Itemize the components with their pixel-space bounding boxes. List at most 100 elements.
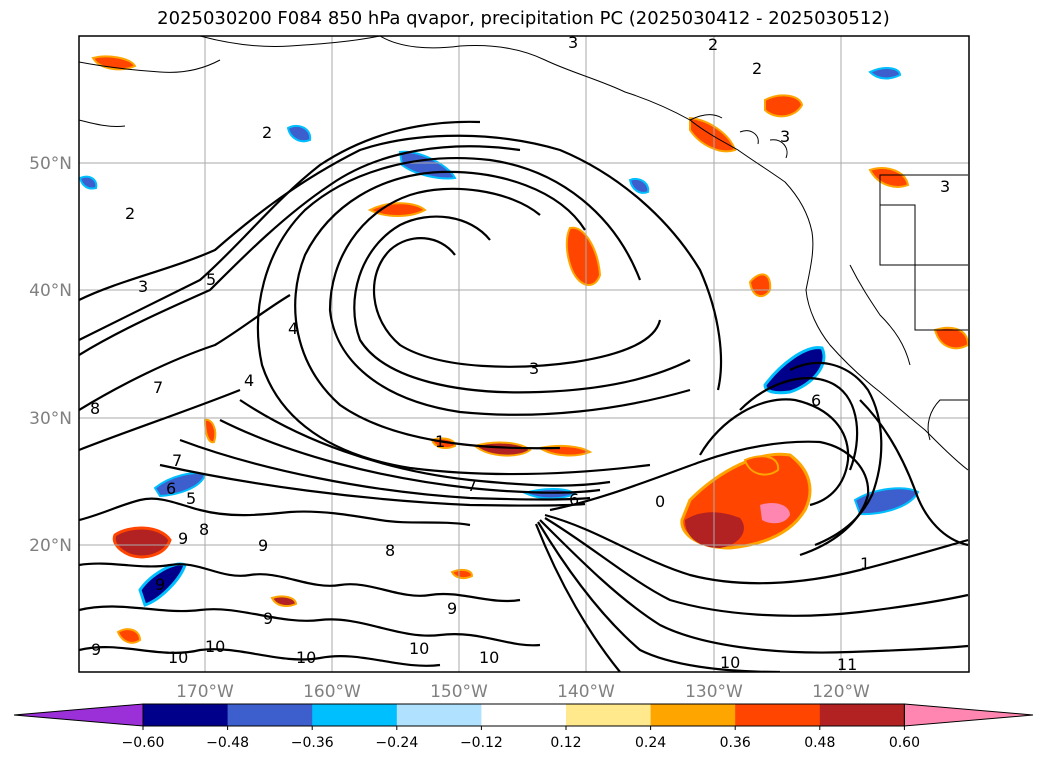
- colorbar-tick-label: −0.48: [206, 735, 249, 751]
- colorbar-extend-min: [13, 703, 144, 727]
- gridlines: [79, 36, 969, 672]
- colorbar-tick-label: −0.60: [122, 735, 165, 751]
- lat-label: 50°N: [29, 154, 72, 174]
- precip-negative-area: [398, 150, 457, 180]
- contour-label: 10: [479, 648, 499, 667]
- contour-label: 10: [296, 648, 316, 667]
- contour-label: 5: [186, 489, 196, 508]
- contour-label: 6: [811, 391, 821, 410]
- precip-positive-area: [270, 595, 298, 607]
- contour-label: 2: [752, 59, 762, 78]
- colorbar-segment: [481, 704, 567, 726]
- contour-label: 1: [860, 554, 870, 573]
- precip-positive-area: [367, 202, 427, 217]
- coastlines: [79, 36, 969, 471]
- precip-negative-area: [868, 67, 902, 80]
- contour-label: 9: [447, 599, 457, 618]
- lon-label: 130°W: [685, 682, 743, 702]
- contour-label: 3: [780, 127, 790, 146]
- moisture-contours: [79, 120, 969, 672]
- contour-label: 5: [206, 270, 216, 289]
- precip-positive-area: [689, 116, 737, 153]
- map-frame: [78, 35, 970, 673]
- precip-positive-area: [203, 418, 217, 444]
- precip-negative-area: [628, 178, 650, 194]
- precip-positive-area: [565, 226, 602, 286]
- contour-label: 6: [569, 490, 579, 509]
- contour-label: 3: [940, 177, 950, 196]
- colorbar-segment: [650, 704, 736, 726]
- precip-negative-area: [853, 487, 920, 516]
- colorbar-segment: [312, 704, 398, 726]
- lon-label: 140°W: [557, 682, 615, 702]
- contour-label: 4: [288, 319, 298, 338]
- lon-label: 170°W: [176, 682, 234, 702]
- colorbar-tick-label: 0.48: [804, 735, 835, 751]
- precip-positive-area: [933, 326, 969, 350]
- latitude-labels: 50°N 40°N 30°N 20°N: [29, 154, 72, 556]
- contour-label: 8: [199, 520, 209, 539]
- contour-label: 8: [385, 541, 395, 560]
- contour-label: 0: [655, 492, 665, 511]
- colorbar-tick-label: 0.36: [720, 735, 751, 751]
- colorbar-tick-label: −0.12: [460, 735, 503, 751]
- precip-negative-area: [153, 472, 207, 498]
- contour-label: 2: [125, 204, 135, 223]
- colorbar-outline: [142, 703, 905, 727]
- longitude-labels: 170°W 160°W 150°W 140°W 130°W 120°W: [176, 682, 870, 702]
- colorbar-tick-label: −0.24: [375, 735, 418, 751]
- colorbar-segment: [143, 704, 229, 726]
- contour-labels: 3 2 2 3 2 3 2 3 5 4 4 7 8 3 1 7 6 5 8 9 …: [90, 33, 950, 674]
- contour-label: 4: [244, 371, 254, 390]
- colorbar-segment: [227, 704, 313, 726]
- precip-positive-area: [116, 628, 142, 644]
- precip-negative-area: [79, 175, 98, 190]
- precip-negative-area: [763, 346, 826, 395]
- colorbar-tick-label: 0.24: [635, 735, 666, 751]
- precip-max-area: [760, 503, 790, 524]
- contour-label: 10: [409, 639, 429, 658]
- contour-label: 2: [262, 123, 272, 142]
- colorbar-tick-label: 0.12: [550, 735, 581, 751]
- colorbar-tick-label: −0.36: [291, 735, 334, 751]
- contour-label: 7: [153, 378, 163, 397]
- contour-label: 3: [138, 277, 148, 296]
- contour-label: 6: [166, 479, 176, 498]
- colorbar-segment: [566, 704, 652, 726]
- contour-label: 7: [172, 451, 182, 470]
- precip-positive-area: [764, 94, 804, 118]
- contour-label: 8: [90, 399, 100, 418]
- contour-label: 9: [155, 575, 165, 594]
- colorbar-extend-max: [903, 703, 1034, 727]
- lat-label: 30°N: [29, 409, 72, 429]
- contour-label: 11: [837, 655, 857, 674]
- contour-label: 9: [91, 640, 101, 659]
- contour-label: 10: [205, 637, 225, 656]
- lat-label: 40°N: [29, 281, 72, 301]
- contour-label: 3: [529, 359, 539, 378]
- colorbar: −0.60 −0.48 −0.36 −0.24 −0.12 0.12 0.24 0.36 0.4…: [13, 703, 1034, 751]
- contour-label: 1: [435, 432, 445, 451]
- precip-positive-area: [868, 167, 910, 188]
- contour-label: 10: [168, 648, 188, 667]
- lon-label: 150°W: [430, 682, 488, 702]
- colorbar-segment: [819, 704, 905, 726]
- precip-positive-area: [112, 526, 172, 559]
- contour-label: 3: [568, 33, 578, 52]
- lon-label: 120°W: [812, 682, 870, 702]
- map-content: 3 2 2 3 2 3 2 3 5 4 4 7 8 3 1 7 6 5 8 9 …: [79, 33, 969, 674]
- precip-negative-area: [286, 124, 312, 143]
- precip-positive-area: [450, 568, 474, 580]
- contour-label: 7: [467, 476, 477, 495]
- precip-shading: [79, 55, 969, 644]
- colorbar-segment: [396, 704, 482, 726]
- colorbar-tick-label: 0.60: [889, 735, 920, 751]
- lat-label: 20°N: [29, 536, 72, 556]
- precip-positive-area: [743, 455, 780, 476]
- contour-label: 10: [720, 653, 740, 672]
- lon-label: 160°W: [303, 682, 361, 702]
- precip-positive-area: [748, 273, 772, 298]
- contour-label: 2: [708, 35, 718, 54]
- map-title: 2025030200 F084 850 hPa qvapor, precipit…: [157, 8, 890, 29]
